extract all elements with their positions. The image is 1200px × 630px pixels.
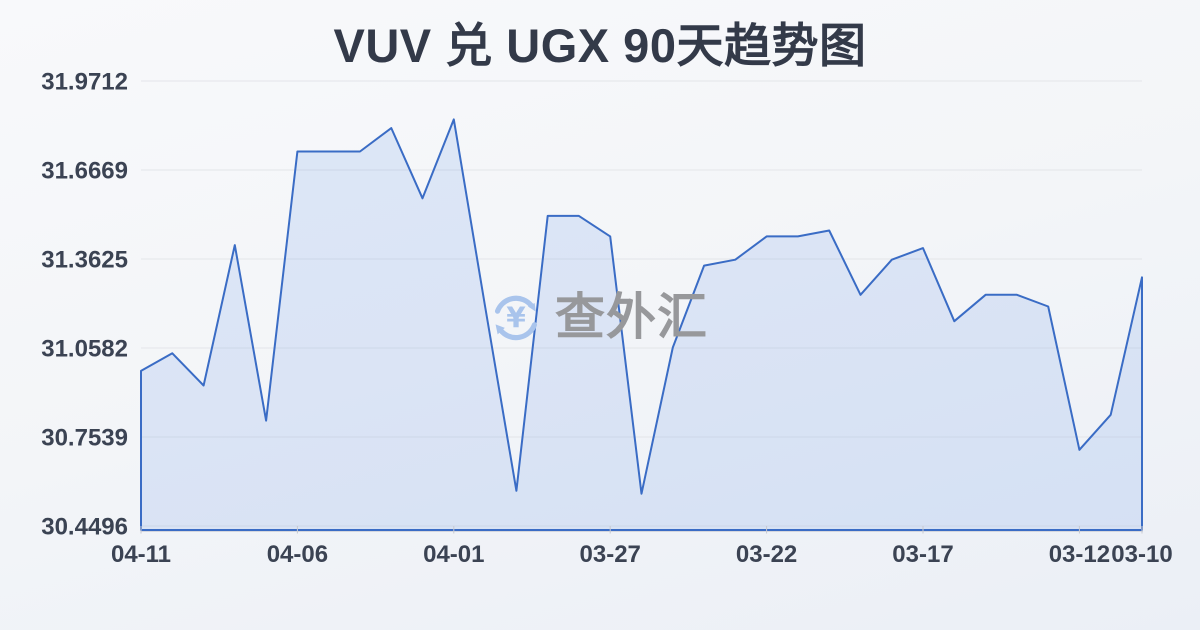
trend-area-line — [140, 118, 1143, 531]
watermark-text: 查外汇 — [555, 289, 708, 345]
svg-text:¥: ¥ — [506, 301, 526, 334]
area-series — [140, 118, 1143, 531]
y-axis-labels: 31.9712 31.6669 31.3625 31.0582 30.7539 30.44… — [41, 69, 128, 541]
gridlines — [141, 80, 1142, 527]
x-axis-label: 04-06 — [267, 541, 328, 568]
chart-title: VUV 兑 UGX 90天趋势图 — [333, 19, 867, 72]
x-axis-labels: 04-11 04-06 04-01 03-27 03-22 03-17 03-12 03-10 — [111, 541, 1173, 568]
watermark: ¥ 查外汇 — [486, 287, 708, 347]
y-axis-label: 31.0582 — [41, 336, 128, 363]
y-axis-label: 30.7539 — [41, 425, 128, 452]
x-axis-label: 03-22 — [736, 541, 797, 568]
x-axis-label: 03-12 — [1049, 541, 1110, 568]
x-axis-label: 03-10 — [1111, 541, 1172, 568]
y-axis-label: 31.6669 — [41, 158, 128, 185]
currency-exchange-icon: ¥ — [494, 295, 538, 341]
x-axis — [140, 526, 1143, 534]
y-axis-label: 30.4496 — [41, 514, 128, 541]
x-axis-label: 04-11 — [111, 541, 171, 568]
y-axis-label: 31.3625 — [41, 247, 128, 274]
x-axis-label: 03-27 — [580, 541, 641, 568]
x-axis-label: 04-01 — [423, 541, 484, 568]
x-axis-label: 03-17 — [892, 541, 953, 568]
y-axis-label: 31.9712 — [41, 69, 128, 96]
